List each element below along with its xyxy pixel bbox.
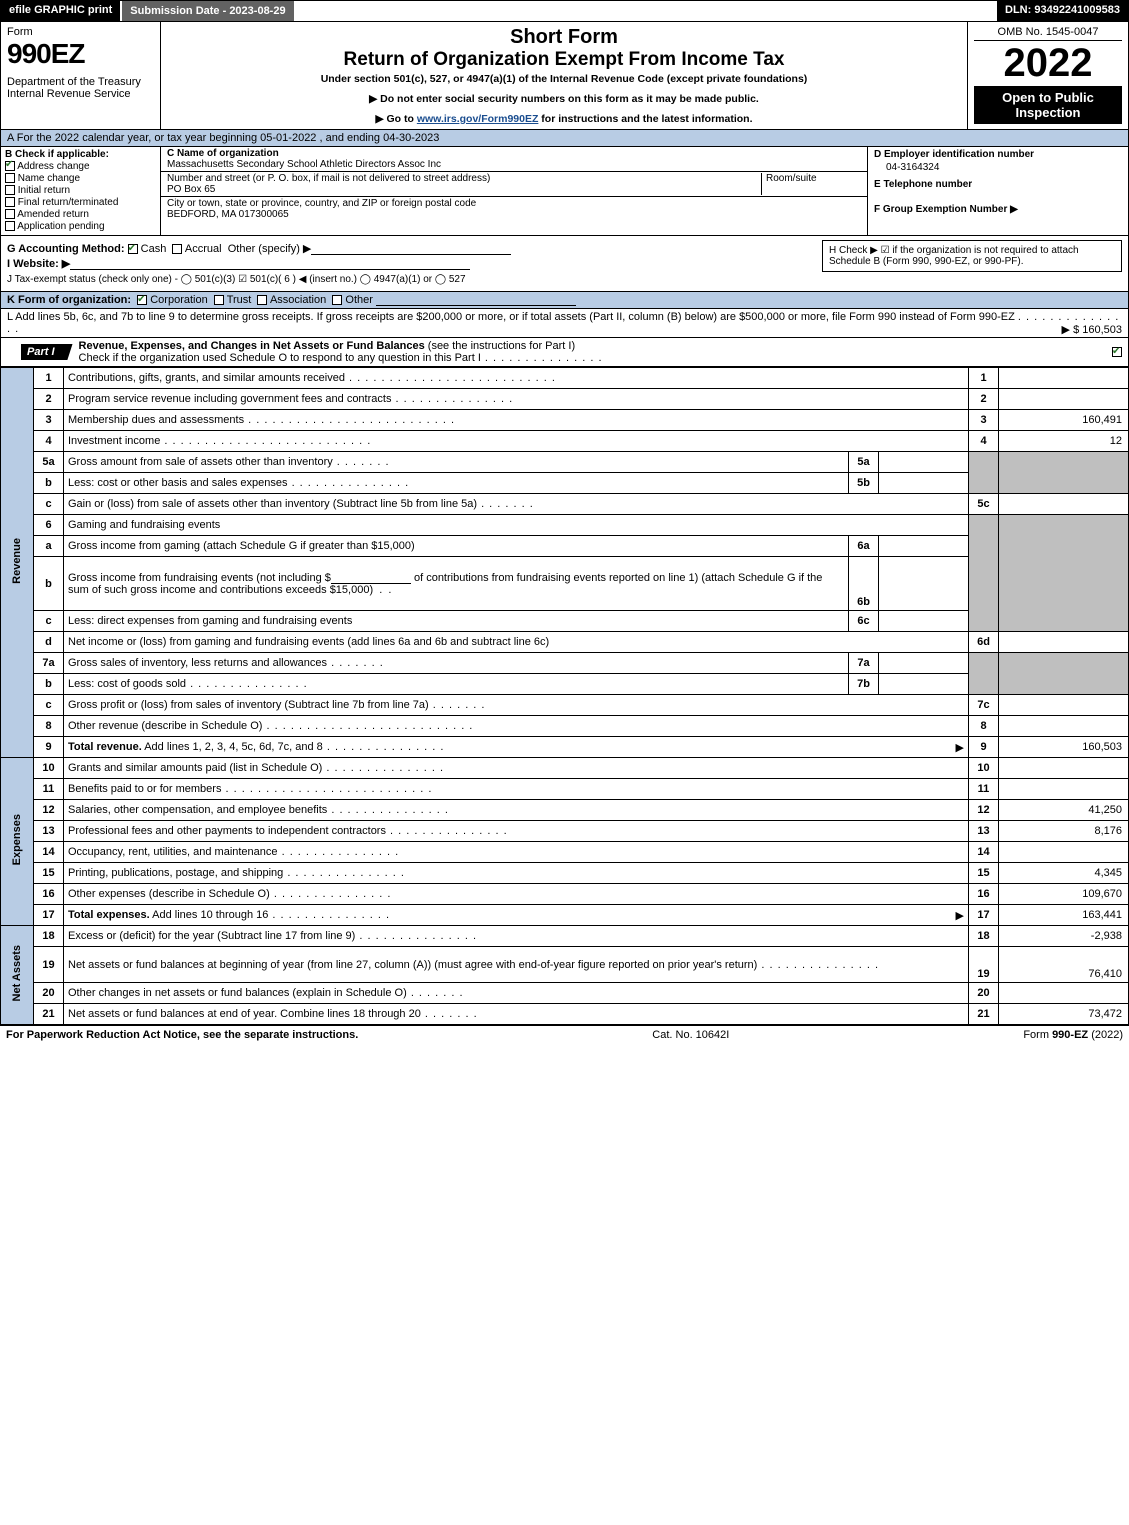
identity-block: B Check if applicable: Address change Na… <box>0 147 1129 236</box>
instructions-link-row: ▶ Go to www.irs.gov/Form990EZ for instru… <box>171 113 957 125</box>
schedule-o-checkbox[interactable] <box>1112 347 1122 357</box>
line-16-value: 109,670 <box>999 884 1129 905</box>
section-k: K Form of organization: Corporation Trus… <box>0 292 1129 309</box>
footer: For Paperwork Reduction Act Notice, see … <box>0 1025 1129 1044</box>
subtitle: Under section 501(c), 527, or 4947(a)(1)… <box>171 73 957 85</box>
org-name: Massachusetts Secondary School Athletic … <box>167 159 861 170</box>
line-19-value: 76,410 <box>999 947 1129 983</box>
line-13-value: 8,176 <box>999 821 1129 842</box>
line-14-value <box>999 842 1129 863</box>
line-6d-value <box>999 632 1129 653</box>
section-c: C Name of organization Massachusetts Sec… <box>161 147 868 235</box>
line-8-value <box>999 716 1129 737</box>
short-form-label: Short Form <box>171 26 957 49</box>
form-title: Return of Organization Exempt From Incom… <box>171 49 957 71</box>
dln-label: DLN: 93492241009583 <box>997 1 1128 21</box>
expenses-label: Expenses <box>1 758 34 926</box>
line-9-value: 160,503 <box>999 737 1129 758</box>
street: PO Box 65 <box>167 184 761 195</box>
accrual-checkbox[interactable] <box>172 244 182 254</box>
row-a-tax-year: A For the 2022 calendar year, or tax yea… <box>0 130 1129 147</box>
final-return-checkbox[interactable] <box>5 197 15 207</box>
section-h: H Check ▶ ☑ if the organization is not r… <box>822 240 1122 272</box>
pending-checkbox[interactable] <box>5 221 15 231</box>
line-2-value <box>999 389 1129 410</box>
city: BEDFORD, MA 017300065 <box>167 209 861 220</box>
section-ghij: H Check ▶ ☑ if the organization is not r… <box>0 236 1129 292</box>
netassets-label: Net Assets <box>1 926 34 1025</box>
name-change-checkbox[interactable] <box>5 173 15 183</box>
line-17-value: 163,441 <box>999 905 1129 926</box>
other-checkbox[interactable] <box>332 295 342 305</box>
initial-return-checkbox[interactable] <box>5 185 15 195</box>
trust-checkbox[interactable] <box>214 295 224 305</box>
lines-table: Revenue 1 Contributions, gifts, grants, … <box>0 367 1129 1025</box>
ssn-warning: ▶ Do not enter social security numbers o… <box>171 93 957 105</box>
section-j: J Tax-exempt status (check only one) - ◯… <box>7 274 1122 285</box>
open-inspection: Open to Public Inspection <box>974 86 1122 124</box>
assoc-checkbox[interactable] <box>257 295 267 305</box>
gross-receipts: ▶ $ 160,503 <box>1062 323 1122 336</box>
form-word: Form <box>7 26 154 38</box>
line-10-value <box>999 758 1129 779</box>
ein: 04-3164324 <box>886 162 1122 173</box>
line-5c-value <box>999 494 1129 515</box>
line-3-value: 160,491 <box>999 410 1129 431</box>
line-15-value: 4,345 <box>999 863 1129 884</box>
irs-link[interactable]: www.irs.gov/Form990EZ <box>417 113 539 125</box>
omb-number: OMB No. 1545-0047 <box>974 26 1122 41</box>
line-11-value <box>999 779 1129 800</box>
section-l: L Add lines 5b, 6c, and 7b to line 9 to … <box>0 309 1129 338</box>
tax-year: 2022 <box>974 41 1122 86</box>
top-bar: efile GRAPHIC print Submission Date - 20… <box>0 0 1129 22</box>
part-i-header: Part I Revenue, Expenses, and Changes in… <box>0 338 1129 367</box>
line-7c-value <box>999 695 1129 716</box>
line-12-value: 41,250 <box>999 800 1129 821</box>
revenue-label: Revenue <box>1 368 34 758</box>
line-4-value: 12 <box>999 431 1129 452</box>
submission-date[interactable]: Submission Date - 2023-08-29 <box>120 1 295 21</box>
section-b: B Check if applicable: Address change Na… <box>1 147 161 235</box>
line-1-value <box>999 368 1129 389</box>
line-18-value: -2,938 <box>999 926 1129 947</box>
corp-checkbox[interactable] <box>137 295 147 305</box>
form-number: 990EZ <box>7 38 154 70</box>
amended-checkbox[interactable] <box>5 209 15 219</box>
line-21-value: 73,472 <box>999 1004 1129 1025</box>
efile-label[interactable]: efile GRAPHIC print <box>1 1 120 21</box>
section-def: D Employer identification number 04-3164… <box>868 147 1128 235</box>
cash-checkbox[interactable] <box>128 244 138 254</box>
address-change-checkbox[interactable] <box>5 161 15 171</box>
line-20-value <box>999 983 1129 1004</box>
department: Department of the Treasury Internal Reve… <box>7 76 154 100</box>
form-header: Form 990EZ Department of the Treasury In… <box>0 22 1129 130</box>
